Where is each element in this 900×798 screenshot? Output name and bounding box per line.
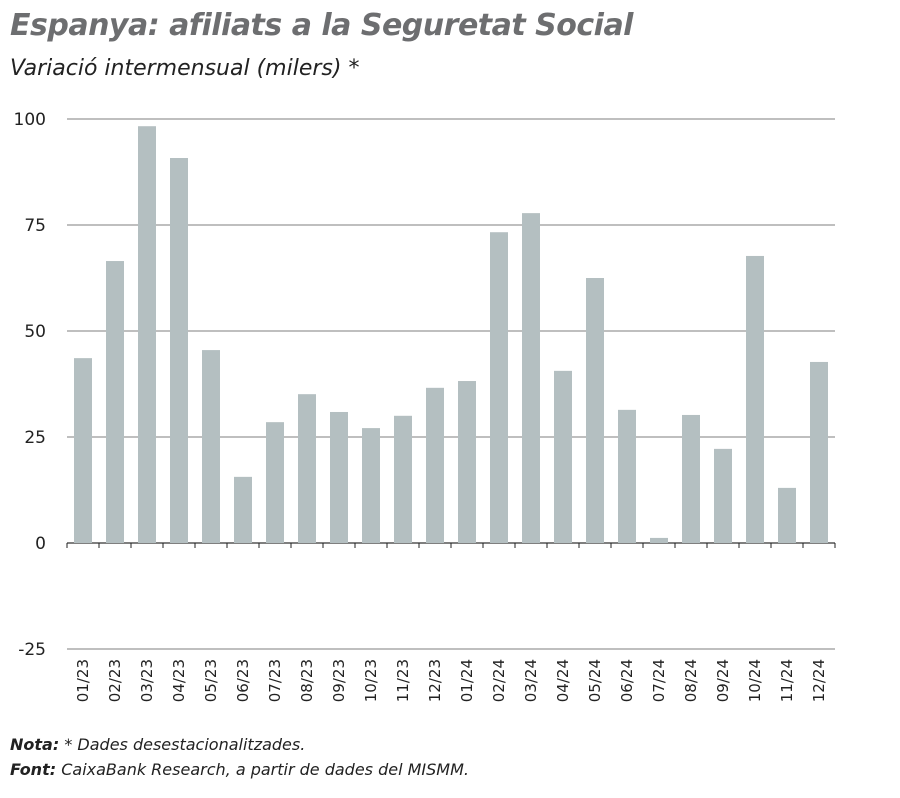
bar — [362, 428, 380, 543]
bar — [202, 350, 220, 543]
bar — [714, 448, 732, 543]
source-text: CaixaBank Research, a partir de dades de… — [56, 760, 469, 779]
bar — [746, 255, 764, 543]
bar — [74, 358, 92, 543]
bar — [266, 422, 284, 543]
x-tick-label: 03/23 — [138, 659, 156, 702]
x-tick-label: 08/23 — [298, 659, 316, 702]
x-tick-label: 12/23 — [426, 659, 444, 702]
x-tick-label: 07/23 — [266, 659, 284, 702]
y-tick-label: 0 — [35, 534, 46, 554]
bar — [810, 361, 828, 543]
bar — [490, 232, 508, 543]
y-tick-label: 100 — [14, 110, 46, 130]
x-tick-label: 09/24 — [714, 659, 732, 702]
bar — [458, 381, 476, 543]
x-tick-label: 08/24 — [682, 659, 700, 702]
bar — [170, 158, 188, 543]
x-tick-label: 12/24 — [810, 659, 828, 702]
bar — [778, 487, 796, 543]
y-tick-label: 25 — [24, 428, 46, 448]
bar — [650, 537, 668, 543]
x-tick-label: 04/24 — [554, 659, 572, 702]
bar — [682, 414, 700, 543]
bar — [554, 370, 572, 543]
note-text: * Dades desestacionalitzades. — [59, 735, 306, 754]
x-tick-label: 04/23 — [170, 659, 188, 702]
x-tick-label: 02/24 — [490, 659, 508, 702]
bar — [298, 394, 316, 543]
bar — [586, 278, 604, 543]
bar — [106, 261, 124, 543]
bar — [618, 409, 636, 543]
x-tick-label: 07/24 — [650, 659, 668, 702]
note-label: Nota: — [10, 735, 60, 754]
x-tick-label: 05/23 — [202, 659, 220, 702]
note: Nota: * Dades desestacionalitzades. — [10, 735, 305, 754]
bar — [394, 415, 412, 543]
x-tick-label: 03/24 — [522, 659, 540, 702]
x-tick-label: 02/23 — [106, 659, 124, 702]
y-tick-label: 75 — [24, 216, 46, 236]
x-tick-label: 09/23 — [330, 659, 348, 702]
x-tick-label: 01/23 — [74, 659, 92, 702]
y-tick-label: -25 — [18, 640, 46, 660]
source: Font: CaixaBank Research, a partir de da… — [10, 760, 469, 779]
x-tick-label: 11/24 — [778, 659, 796, 702]
bar — [138, 126, 156, 543]
source-label: Font: — [10, 760, 57, 779]
x-tick-label: 11/23 — [394, 659, 412, 702]
bar — [522, 213, 540, 544]
x-tick-label: 10/24 — [746, 659, 764, 702]
x-tick-label: 06/24 — [618, 659, 636, 702]
chart-subtitle: Variació intermensual (milers) * — [10, 56, 360, 81]
x-tick-label: 05/24 — [586, 659, 604, 702]
chart-title: Espanya: afiliats a la Seguretat Social — [10, 8, 633, 43]
x-tick-label: 06/23 — [234, 659, 252, 702]
x-tick-label: 01/24 — [458, 659, 476, 702]
x-tick-label: 10/23 — [362, 659, 380, 702]
bar — [234, 476, 252, 543]
bar — [426, 387, 444, 543]
y-tick-label: 50 — [24, 322, 46, 342]
bar — [330, 411, 348, 543]
